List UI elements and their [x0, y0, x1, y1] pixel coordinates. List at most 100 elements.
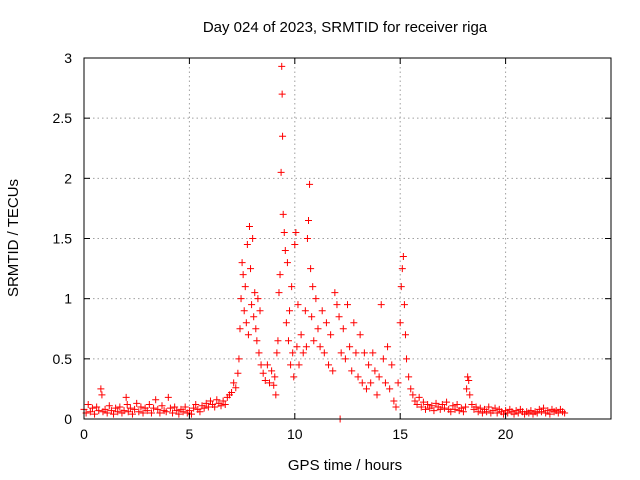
data-point [358, 379, 366, 387]
data-point [440, 404, 448, 412]
data-point [447, 408, 455, 416]
data-point [247, 265, 255, 273]
data-point [103, 409, 111, 417]
data-point [399, 253, 407, 261]
data-point [133, 399, 141, 407]
data-point [252, 325, 260, 333]
data-point [256, 307, 264, 315]
data-point [95, 407, 103, 415]
data-point [295, 361, 303, 369]
data-point [190, 404, 198, 412]
data-point [280, 228, 288, 236]
x-tick-label: 15 [392, 426, 408, 442]
data-point [270, 381, 278, 389]
data-point [329, 367, 337, 375]
data-point [369, 349, 377, 357]
data-point [476, 404, 484, 412]
data-point [143, 407, 151, 415]
data-point [259, 369, 267, 377]
data-point [390, 397, 398, 405]
data-point [243, 241, 251, 249]
data-point [290, 373, 298, 381]
data-point [277, 168, 285, 176]
data-point [278, 62, 286, 70]
data-point [367, 379, 375, 387]
data-point [271, 373, 279, 381]
data-point [268, 367, 276, 375]
data-point [398, 265, 406, 273]
data-point [284, 337, 292, 345]
data-point [371, 367, 379, 375]
data-point [411, 397, 419, 405]
data-point [544, 407, 552, 415]
data-point [354, 373, 362, 381]
data-point [175, 410, 183, 418]
data-point [468, 401, 476, 409]
data-point [297, 331, 305, 339]
data-point [181, 403, 189, 411]
data-point [405, 373, 413, 381]
data-point [350, 319, 358, 327]
y-tick-label: 0 [64, 411, 72, 427]
data-point [424, 401, 432, 409]
data-point [137, 403, 145, 411]
y-tick-label: 1 [64, 291, 72, 307]
x-tick-label: 0 [80, 426, 88, 442]
data-point [150, 404, 158, 412]
data-point [466, 391, 474, 399]
data-point [362, 385, 370, 393]
data-point [554, 409, 562, 417]
data-point [346, 343, 354, 351]
data-point [384, 343, 392, 351]
data-point [169, 409, 177, 417]
data-point [451, 405, 459, 413]
data-point [278, 90, 286, 98]
plot-frame [83, 57, 612, 420]
data-point [139, 409, 147, 417]
y-tick-label: 2 [64, 170, 72, 186]
data-point [164, 393, 172, 401]
data-point [86, 408, 94, 416]
data-point [400, 301, 408, 309]
data-point [306, 180, 314, 188]
data-point [302, 343, 310, 351]
data-point [272, 391, 280, 399]
data-point [244, 331, 252, 339]
data-point [230, 379, 238, 387]
data-point [281, 247, 289, 255]
data-point [377, 301, 385, 309]
data-point [249, 235, 257, 242]
data-point [287, 361, 295, 369]
data-point [120, 407, 128, 415]
data-point [335, 313, 343, 321]
y-tick-label: 1.5 [53, 231, 73, 247]
data-point [88, 404, 96, 412]
data-point [356, 331, 364, 339]
data-point [365, 361, 373, 369]
data-point [255, 349, 263, 357]
data-point [299, 349, 307, 357]
data-point [493, 409, 501, 417]
data-point [316, 343, 324, 351]
data-point [291, 241, 299, 249]
data-point [116, 403, 124, 411]
data-point [235, 355, 243, 363]
data-point [154, 405, 162, 413]
data-point [135, 408, 143, 416]
data-point [213, 396, 221, 404]
data-point [217, 402, 225, 410]
data-point [196, 408, 204, 416]
data-point [241, 283, 249, 291]
data-point [84, 401, 92, 409]
data-point [472, 403, 480, 411]
data-point [219, 397, 227, 405]
data-point [379, 355, 387, 363]
data-point [283, 259, 291, 267]
data-point [192, 401, 200, 409]
data-point [394, 379, 402, 387]
data-point [288, 283, 296, 291]
x-tick-label: 5 [186, 426, 194, 442]
data-point [101, 405, 109, 413]
y-tick-label: 2.5 [53, 110, 73, 126]
